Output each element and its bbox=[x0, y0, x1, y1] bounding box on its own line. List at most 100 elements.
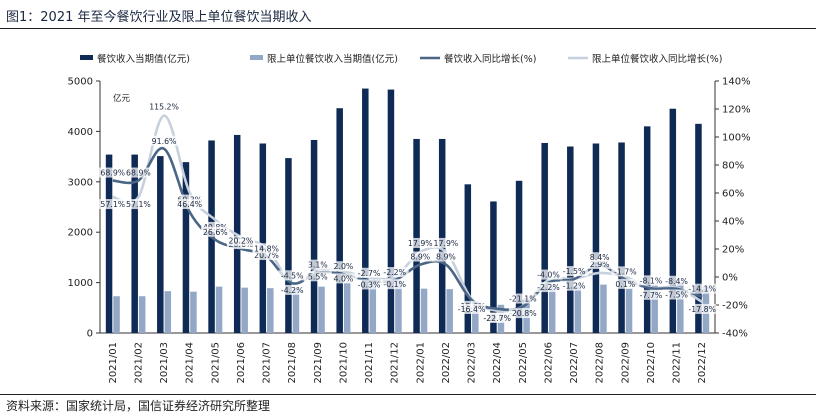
x-tick-label: 2021/12 bbox=[390, 342, 401, 384]
bar-dining-revenue bbox=[515, 180, 523, 333]
legend-label-bar2: 限上单位餐饮收入当期值(亿元) bbox=[267, 53, 398, 65]
bar-dining-revenue bbox=[567, 146, 574, 333]
x-tick-label: 2022/11 bbox=[672, 342, 683, 384]
bar-above-scale-revenue bbox=[420, 288, 428, 333]
data-label-dining-yoy: -1.5% bbox=[563, 267, 586, 276]
y-right-tick-label: 80% bbox=[722, 161, 744, 172]
bar-above-scale-revenue bbox=[241, 287, 248, 333]
data-label-dining-yoy: 3.1% bbox=[308, 261, 328, 270]
data-label-above-scale-yoy: -0.1% bbox=[383, 280, 406, 289]
data-label-bg bbox=[534, 269, 563, 280]
y-right-tick-label: -40% bbox=[722, 329, 748, 340]
x-tick-label: 2022/03 bbox=[467, 342, 478, 384]
bar-dining-revenue bbox=[182, 162, 190, 333]
bar-above-scale-revenue bbox=[600, 284, 607, 333]
data-label-bg bbox=[175, 199, 204, 210]
y-right-tick-label: 40% bbox=[722, 217, 744, 228]
bar-dining-revenue bbox=[643, 126, 651, 333]
axes: 0 1000 2000 3000 4000 5000 -40% -20% 0% 20% 40% 60%… bbox=[68, 77, 751, 384]
bar-dining-revenue bbox=[105, 154, 113, 333]
bar-above-scale-revenue bbox=[369, 279, 377, 333]
bar-dining-revenue bbox=[618, 142, 625, 333]
data-label-bg bbox=[329, 273, 358, 284]
data-label-above-scale-yoy: 57.1% bbox=[100, 200, 125, 209]
data-label-bg bbox=[150, 101, 179, 112]
data-label-bg bbox=[355, 279, 384, 290]
bar-dining-revenue bbox=[157, 156, 164, 333]
data-label-bg bbox=[380, 279, 409, 290]
data-label-bg bbox=[124, 199, 153, 210]
data-labels: 57.1%57.1%115.2%60.3%40.8%28.6%20.7%-4.2… bbox=[98, 101, 717, 323]
data-label-bg bbox=[406, 251, 435, 262]
data-label-bg bbox=[611, 266, 640, 277]
data-label-bg bbox=[688, 303, 717, 314]
data-label-dining-yoy: -14.1% bbox=[688, 285, 716, 294]
x-tick-label: 2022/04 bbox=[492, 342, 503, 384]
data-label-bg bbox=[329, 261, 358, 272]
bar-above-scale-revenue bbox=[113, 296, 120, 333]
y-left-tick-label: 2000 bbox=[68, 228, 93, 239]
x-tick-label: 2022/10 bbox=[646, 342, 657, 384]
y-left-unit-label: 亿元 bbox=[113, 93, 131, 104]
bar-above-scale-revenue bbox=[215, 286, 223, 333]
x-tick-label: 2021/09 bbox=[313, 342, 324, 384]
bar-above-scale-revenue bbox=[677, 282, 684, 333]
data-label-above-scale-yoy: -4.2% bbox=[281, 286, 304, 295]
legend-label-line2: 限上单位餐饮收入同比增长(%) bbox=[592, 53, 722, 65]
combo-chart: 餐饮收入当期值(亿元) 限上单位餐饮收入当期值(亿元) 餐饮收入同比增长(%) … bbox=[68, 53, 751, 384]
data-label-bg bbox=[483, 312, 512, 323]
data-label-above-scale-yoy: -7.5% bbox=[665, 291, 688, 300]
data-label-bg bbox=[278, 270, 307, 281]
data-label-bg bbox=[98, 167, 127, 178]
bar-above-scale-revenue bbox=[343, 282, 351, 333]
y-right-tick-label: 120% bbox=[722, 105, 751, 116]
x-tick-label: 2022/05 bbox=[518, 342, 529, 384]
data-label-bg bbox=[124, 167, 153, 178]
data-label-bg bbox=[508, 293, 537, 304]
x-tick-label: 2021/06 bbox=[236, 342, 247, 384]
data-label-bg bbox=[380, 267, 409, 278]
bar-above-scale-revenue bbox=[164, 291, 172, 333]
data-label-dining-yoy: 8.4% bbox=[590, 253, 610, 262]
data-label-dining-yoy: 14.8% bbox=[254, 244, 279, 253]
data-label-bg bbox=[560, 266, 589, 277]
title-divider bbox=[0, 28, 816, 29]
bar-dining-revenue bbox=[285, 158, 292, 333]
bar-dining-revenue bbox=[362, 88, 369, 333]
data-label-dining-yoy: -4.0% bbox=[537, 271, 560, 280]
data-label-dining-yoy: -21.1% bbox=[509, 295, 537, 304]
bars bbox=[105, 88, 710, 334]
data-label-above-scale-yoy: 2.9% bbox=[590, 260, 610, 269]
data-label-dining-yoy: -1.7% bbox=[614, 267, 637, 276]
data-label-bg bbox=[431, 237, 460, 248]
data-label-bg bbox=[431, 251, 460, 262]
data-label-above-scale-yoy: -1.2% bbox=[563, 282, 586, 291]
data-label-dining-yoy: 91.6% bbox=[152, 137, 177, 146]
data-label-bg bbox=[560, 280, 589, 291]
x-tick-label: 2021/05 bbox=[210, 342, 221, 384]
data-label-above-scale-yoy: 57.1% bbox=[126, 200, 151, 209]
data-label-dining-yoy: 26.6% bbox=[203, 228, 228, 237]
data-label-bg bbox=[355, 267, 384, 278]
data-label-dining-yoy: -16.4% bbox=[458, 305, 486, 314]
data-label-bg bbox=[252, 243, 281, 254]
bar-above-scale-revenue bbox=[574, 285, 582, 333]
data-label-bg bbox=[508, 308, 537, 319]
bar-dining-revenue bbox=[131, 154, 138, 333]
data-label-bg bbox=[226, 235, 255, 246]
data-label-above-scale-yoy: 20.7% bbox=[254, 251, 279, 260]
bar-above-scale-revenue bbox=[190, 291, 197, 333]
x-tick-label: 2021/04 bbox=[185, 342, 196, 384]
x-tick-label: 2021/10 bbox=[338, 342, 349, 384]
data-label-dining-yoy: -8.1% bbox=[640, 276, 663, 285]
data-label-bg bbox=[150, 135, 179, 146]
y-left-tick-label: 5000 bbox=[68, 77, 93, 88]
data-label-bg bbox=[534, 282, 563, 293]
bar-dining-revenue bbox=[464, 184, 472, 333]
data-label-bg bbox=[406, 237, 435, 248]
data-label-bg bbox=[688, 283, 717, 294]
bar-above-scale-revenue bbox=[318, 286, 325, 333]
bar-dining-revenue bbox=[413, 138, 420, 333]
y-right-tick-label: 60% bbox=[722, 189, 744, 200]
data-label-bg bbox=[585, 252, 614, 263]
